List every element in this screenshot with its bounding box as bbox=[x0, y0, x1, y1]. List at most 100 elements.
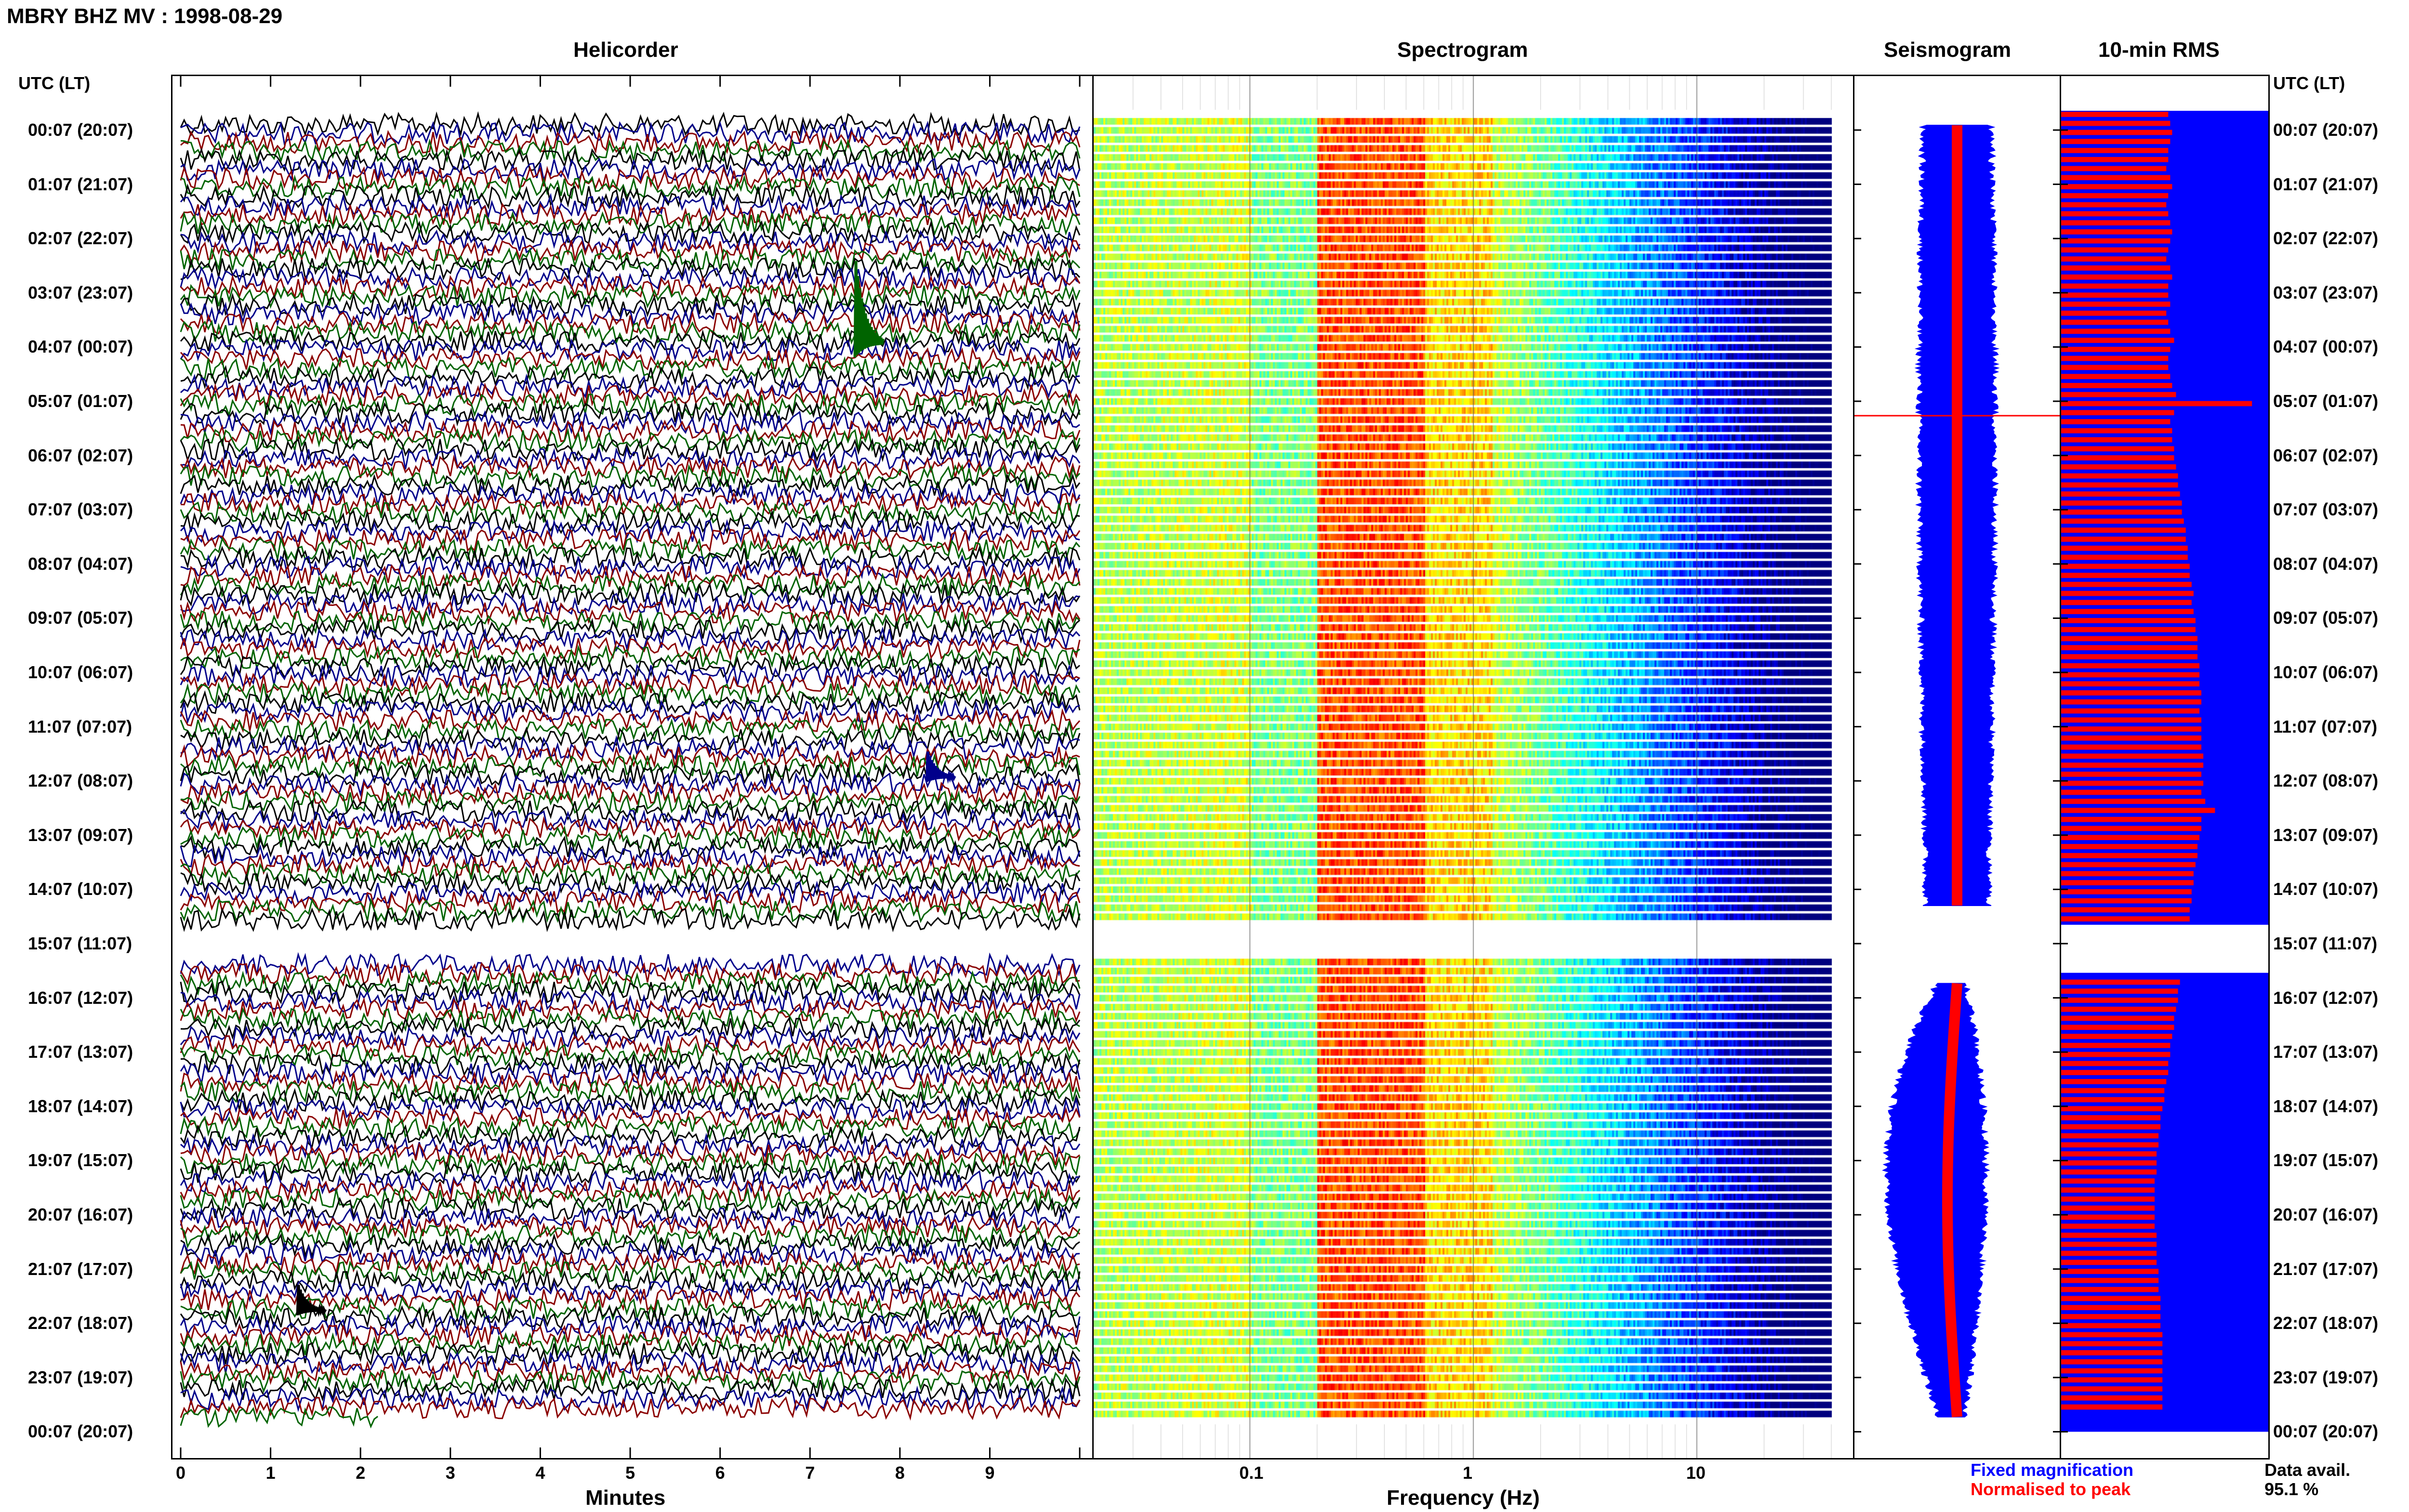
rms-bar bbox=[2061, 998, 2178, 1003]
heli-trace bbox=[180, 1323, 1081, 1349]
heli-trace bbox=[180, 1341, 1081, 1367]
time-label-right: 14:07 (10:07) bbox=[2273, 879, 2379, 899]
rms-bar bbox=[2061, 1097, 2165, 1103]
data-avail-value: 95.1 % bbox=[2264, 1479, 2319, 1499]
heli-trace bbox=[180, 1295, 1081, 1321]
heli-trace bbox=[180, 1232, 1080, 1259]
time-label-right: 03:07 (23:07) bbox=[2273, 282, 2379, 302]
heli-trace bbox=[180, 409, 1080, 436]
time-label-left: 16:07 (12:07) bbox=[28, 987, 133, 1008]
rms-bar bbox=[2061, 1305, 2161, 1310]
heli-trace bbox=[180, 564, 1081, 589]
heli-trace bbox=[180, 637, 1081, 662]
rms-bar bbox=[2061, 1034, 2172, 1039]
rms-bar bbox=[2061, 1205, 2155, 1211]
heli-trace bbox=[180, 961, 1080, 987]
heli-trace bbox=[180, 256, 1081, 281]
rms-bar bbox=[2061, 1395, 2163, 1401]
rms-bar bbox=[2061, 437, 2172, 443]
data-avail-label: Data avail. bbox=[2264, 1460, 2351, 1480]
spectrogram-plot bbox=[1094, 76, 1853, 1458]
heli-trace bbox=[180, 1132, 1081, 1159]
rms-bar bbox=[2061, 509, 2182, 515]
rms-bar bbox=[2061, 627, 2196, 632]
rms-bar bbox=[2061, 581, 2192, 587]
rms-bar bbox=[2061, 265, 2171, 271]
rms-bar bbox=[2061, 1106, 2163, 1112]
rms-bar bbox=[2061, 780, 2204, 786]
heli-trace bbox=[180, 1260, 1081, 1285]
rms-bar bbox=[2061, 220, 2171, 225]
rms-bar bbox=[2061, 1214, 2155, 1220]
rms-bar bbox=[2061, 374, 2171, 379]
rms-heading: 10-min RMS bbox=[2098, 38, 2220, 62]
heli-trace bbox=[180, 1024, 1081, 1051]
rms-bar bbox=[2061, 1323, 2161, 1328]
time-label-right: 15:07 (11:07) bbox=[2273, 933, 2378, 953]
heli-trace bbox=[180, 283, 1081, 309]
time-label-right: 05:07 (01:07) bbox=[2273, 391, 2379, 411]
rms-bar bbox=[2061, 1088, 2165, 1093]
heli-trace bbox=[180, 1034, 1081, 1059]
legend-fixed-magnification: Fixed magnification bbox=[1971, 1460, 2134, 1480]
rms-bar bbox=[2061, 518, 2184, 524]
heli-trace bbox=[180, 816, 1081, 842]
heli-trace bbox=[180, 120, 1081, 146]
rms-bar bbox=[2061, 1052, 2171, 1057]
rms-fixed-area bbox=[2061, 111, 2268, 925]
heli-trace bbox=[180, 708, 1081, 735]
heli-trace bbox=[180, 1196, 1081, 1222]
time-label-right: 07:07 (03:07) bbox=[2273, 500, 2379, 520]
time-label-left: 08:07 (04:07) bbox=[28, 553, 133, 574]
heli-trace bbox=[180, 744, 1080, 770]
rms-bar bbox=[2061, 1061, 2169, 1066]
rms-bar bbox=[2061, 238, 2171, 244]
time-label-left: 15:07 (11:07) bbox=[28, 933, 132, 953]
heli-event bbox=[925, 751, 956, 784]
heli-x-tick-label: 9 bbox=[985, 1463, 995, 1483]
time-label-right: 20:07 (16:07) bbox=[2273, 1205, 2379, 1224]
rms-bar bbox=[2061, 1359, 2163, 1365]
heli-event bbox=[853, 261, 885, 358]
helicorder-xlabel: Minutes bbox=[585, 1486, 666, 1510]
heli-traces bbox=[180, 111, 1081, 1429]
heli-trace bbox=[180, 545, 1081, 571]
time-label-left: 11:07 (07:07) bbox=[28, 716, 132, 736]
rms-bar bbox=[2061, 799, 2206, 804]
rms-bar bbox=[2061, 1260, 2157, 1265]
rms-bar bbox=[2061, 844, 2197, 849]
rms-bar bbox=[2061, 591, 2194, 596]
heli-trace bbox=[180, 907, 1081, 933]
rms-bar bbox=[2061, 1160, 2157, 1166]
time-label-left: 00:07 (20:07) bbox=[28, 120, 133, 140]
time-label-right: 11:07 (07:07) bbox=[2273, 716, 2378, 736]
heli-trace bbox=[180, 491, 1080, 517]
heli-trace bbox=[180, 210, 1081, 237]
heli-x-tick-label: 1 bbox=[265, 1463, 276, 1483]
rms-bar bbox=[2061, 1115, 2161, 1120]
heli-x-tick-label: 2 bbox=[356, 1463, 366, 1483]
helicorder-panel bbox=[171, 75, 1094, 1459]
helicorder-heading: Helicorder bbox=[573, 38, 678, 62]
rms-bar bbox=[2061, 573, 2190, 578]
rms-bar bbox=[2061, 554, 2188, 560]
rms-bar bbox=[2061, 1223, 2155, 1229]
heli-trace bbox=[180, 527, 1081, 553]
seismogram-plot bbox=[1854, 125, 2060, 1433]
rms-bar bbox=[2061, 274, 2172, 280]
rms-bar bbox=[2061, 789, 2202, 795]
heli-trace bbox=[180, 473, 1081, 499]
rms-bar bbox=[2061, 1269, 2159, 1274]
rms-bar bbox=[2061, 464, 2176, 470]
time-label-left: 02:07 (22:07) bbox=[28, 228, 133, 249]
rms-bar bbox=[2061, 1151, 2157, 1157]
rms-bar bbox=[2061, 663, 2199, 669]
rms-bar bbox=[2061, 708, 2199, 714]
heli-trace bbox=[180, 862, 1081, 887]
seis-normalised-line bbox=[1942, 983, 1962, 1418]
heli-trace bbox=[180, 419, 1081, 445]
heli-trace bbox=[180, 1305, 1081, 1330]
helicorder-plot bbox=[180, 76, 1081, 1458]
heli-x-tick-label: 0 bbox=[176, 1463, 186, 1483]
heli-trace bbox=[180, 1078, 1081, 1105]
